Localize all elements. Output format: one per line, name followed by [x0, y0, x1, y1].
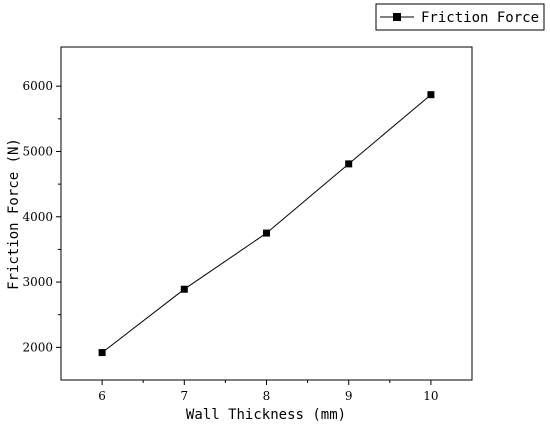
x-tick-label: 10	[423, 389, 438, 403]
y-tick-label: 5000	[22, 144, 53, 158]
x-tick-label: 6	[98, 389, 106, 403]
y-tick-label: 3000	[22, 275, 53, 289]
x-tick-label: 7	[180, 389, 188, 403]
series-layer	[98, 91, 435, 357]
y-ticks: 2000 3000 4000 5000 6000	[22, 79, 61, 354]
data-point-marker	[345, 160, 353, 168]
data-point-marker	[263, 229, 270, 237]
legend-label: Friction Force	[421, 10, 539, 26]
series-line	[101, 94, 432, 353]
legend: Friction Force	[375, 3, 545, 31]
plot-frame	[60, 46, 473, 381]
x-ticks: 6 7 8 9 10	[98, 380, 439, 403]
y-tick-label: 4000	[22, 210, 53, 224]
y-tick-label: 6000	[22, 79, 53, 93]
data-point-marker	[98, 349, 106, 357]
y-tick-label: 2000	[22, 340, 53, 354]
x-axis-label: Wall Thickness (mm)	[186, 407, 346, 423]
x-tick-label: 8	[263, 389, 271, 403]
legend-marker-square	[393, 13, 401, 21]
y-axis-label: Friction Force (N)	[6, 138, 22, 290]
x-tick-label: 9	[345, 389, 353, 403]
data-point-marker	[180, 285, 188, 293]
data-point-marker	[427, 91, 435, 99]
